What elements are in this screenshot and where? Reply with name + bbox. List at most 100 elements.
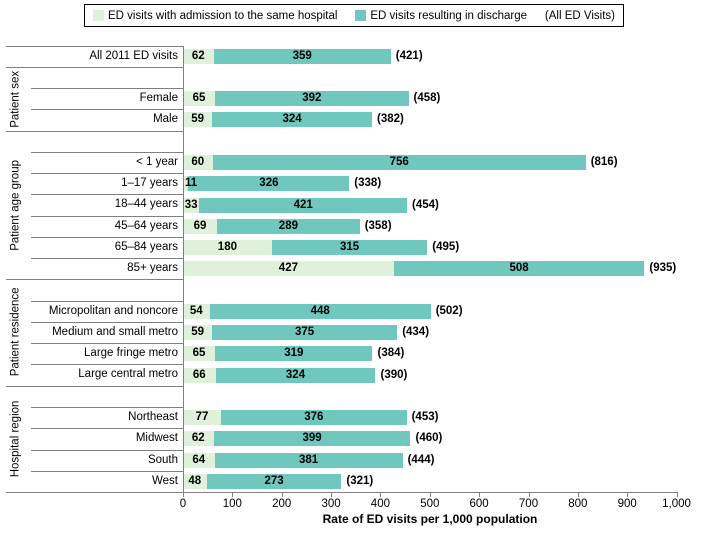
bar-value-discharged: 421 bbox=[293, 198, 313, 211]
admitted-color-swatch-icon bbox=[93, 10, 104, 21]
row-separator-line bbox=[31, 407, 183, 408]
row-separator-line bbox=[31, 194, 183, 196]
bar-value-admitted: 65 bbox=[192, 92, 206, 105]
x-axis-tick bbox=[676, 492, 678, 497]
bar-total: (434) bbox=[402, 326, 430, 338]
bar-value-admitted: 66 bbox=[192, 368, 206, 381]
row-separator-line bbox=[31, 321, 183, 323]
bar-segment-admitted bbox=[183, 176, 189, 192]
bar-segment-admitted bbox=[183, 197, 200, 213]
bar-segment-admitted bbox=[183, 431, 214, 447]
row-label: Large fringe metro bbox=[84, 347, 178, 360]
bar-value-discharged: 508 bbox=[509, 262, 529, 275]
bar-value-discharged: 756 bbox=[389, 155, 409, 168]
row-label: Medium and small metro bbox=[52, 325, 178, 338]
group-separator-line bbox=[6, 385, 183, 387]
bar-value-admitted: 180 bbox=[217, 241, 237, 253]
row-label: Large central metro bbox=[78, 368, 178, 381]
bar-value-discharged: 375 bbox=[295, 326, 315, 338]
bar-segment-admitted bbox=[183, 261, 394, 277]
row-label: < 1 year bbox=[136, 155, 178, 168]
bar-total: (935) bbox=[649, 262, 677, 275]
x-axis-tick bbox=[429, 492, 431, 497]
x-axis-tick-label: 700 bbox=[518, 498, 539, 510]
bar-value-admitted: 64 bbox=[192, 453, 206, 466]
bar-value-admitted: 60 bbox=[191, 155, 205, 168]
x-axis-tick bbox=[577, 492, 579, 497]
bar-value-admitted: 54 bbox=[189, 304, 203, 317]
bar-segment-admitted bbox=[183, 410, 221, 426]
bar-segment-discharged bbox=[209, 303, 431, 319]
legend: ED visits with admission to the same hos… bbox=[84, 4, 624, 27]
bar-value-admitted: 48 bbox=[188, 474, 202, 487]
row-label: All 2011 ED visits bbox=[89, 49, 178, 62]
x-axis-tick bbox=[528, 492, 530, 497]
x-axis-tick bbox=[183, 492, 184, 497]
bar-value-admitted: 59 bbox=[191, 113, 204, 126]
x-axis-tick bbox=[281, 492, 283, 497]
bar-value-discharged: 326 bbox=[259, 177, 279, 190]
bar-value-discharged: 376 bbox=[304, 411, 324, 424]
bar-value-discharged: 315 bbox=[340, 241, 360, 253]
bar-segment-discharged bbox=[215, 91, 409, 107]
bar-value-admitted: 59 bbox=[191, 326, 204, 338]
x-axis-tick bbox=[479, 492, 481, 497]
row-label: 65–84 years bbox=[114, 240, 178, 253]
bar-segment-admitted bbox=[183, 154, 213, 170]
row-separator-line bbox=[31, 449, 183, 451]
bar-value-admitted: 77 bbox=[195, 411, 209, 424]
row-label: Northeast bbox=[128, 411, 178, 423]
x-axis-tick-label: 200 bbox=[272, 498, 292, 510]
row-separator-line bbox=[31, 300, 183, 302]
bar-segment-discharged bbox=[214, 452, 403, 468]
bar-segment-admitted bbox=[183, 240, 272, 255]
bar-value-admitted: 62 bbox=[191, 49, 205, 62]
legend-item-discharged: ED visits resulting in discharge bbox=[355, 10, 527, 22]
bar-total: (460) bbox=[415, 432, 443, 445]
row-label: 85+ years bbox=[127, 262, 178, 275]
row-label: 45–64 years bbox=[114, 219, 178, 232]
bar-value-admitted: 69 bbox=[193, 219, 207, 232]
discharged-color-swatch-icon bbox=[355, 10, 367, 21]
row-label: 1–17 years bbox=[121, 177, 178, 190]
bar-segment-discharged bbox=[215, 367, 376, 383]
bar-total: (444) bbox=[407, 453, 435, 466]
bar-segment-admitted bbox=[183, 112, 213, 128]
bar-segment-discharged bbox=[393, 261, 645, 277]
bar-total: (816) bbox=[590, 155, 618, 168]
row-label: 18–44 years bbox=[114, 198, 178, 211]
x-axis-title: Rate of ED visits per 1,000 population bbox=[322, 512, 538, 526]
row-separator-line bbox=[31, 215, 183, 217]
y-axis-line bbox=[183, 45, 184, 492]
bar-total: (321) bbox=[346, 474, 374, 487]
group-separator-line bbox=[6, 279, 183, 281]
legend-note-all-ed-visits: (All ED Visits) bbox=[544, 9, 615, 22]
row-separator-line bbox=[31, 236, 183, 238]
group-label: Patient sex bbox=[9, 70, 22, 128]
bar-segment-discharged bbox=[221, 410, 407, 426]
bar-value-discharged: 289 bbox=[278, 219, 298, 232]
bar-segment-admitted bbox=[183, 452, 215, 468]
x-axis-tick-label: 900 bbox=[617, 498, 637, 510]
bar-value-admitted: 11 bbox=[185, 177, 198, 190]
bar-total: (454) bbox=[412, 198, 439, 211]
legend-item-admitted: ED visits with admission to the same hos… bbox=[93, 10, 337, 22]
bar-segment-discharged bbox=[212, 325, 398, 340]
row-separator-line bbox=[31, 151, 183, 153]
x-axis-tick bbox=[627, 492, 629, 497]
x-axis-tick bbox=[331, 492, 333, 497]
bar-total: (458) bbox=[413, 92, 441, 105]
row-separator-line bbox=[31, 109, 183, 111]
row-label: South bbox=[147, 453, 178, 466]
legend-label-admitted: ED visits with admission to the same hos… bbox=[108, 9, 338, 22]
bar-total: (338) bbox=[354, 177, 382, 190]
bar-segment-discharged bbox=[217, 218, 360, 234]
x-axis-tick bbox=[232, 492, 234, 497]
row-separator-line bbox=[31, 258, 183, 260]
group-label: Hospital region bbox=[9, 400, 22, 478]
row-separator-line bbox=[31, 470, 183, 472]
row-separator-line bbox=[31, 88, 183, 89]
bar-total: (421) bbox=[395, 49, 423, 62]
x-axis-tick-label: 0 bbox=[179, 498, 187, 510]
